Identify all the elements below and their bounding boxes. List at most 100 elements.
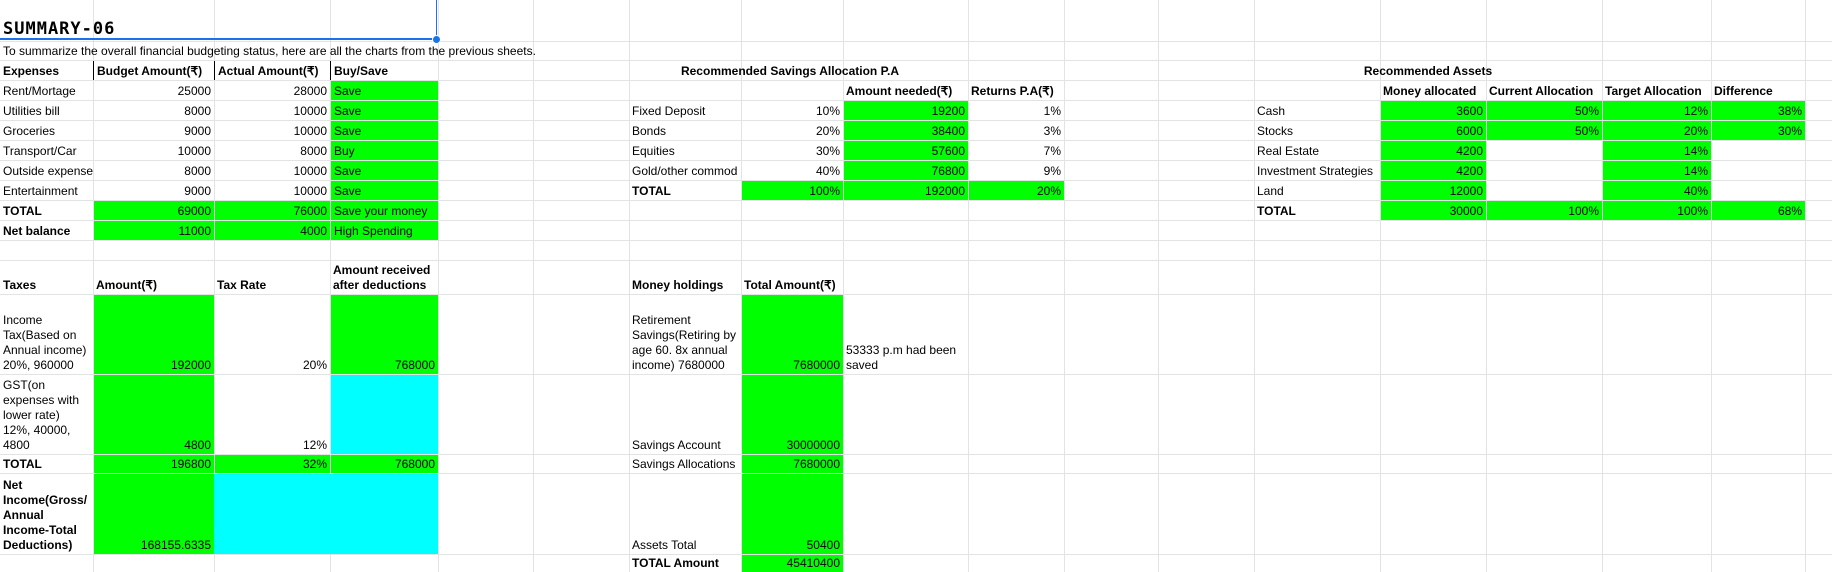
asset-target-cell[interactable]: 40% (1603, 181, 1711, 200)
asset-current-cell[interactable]: 50% (1487, 101, 1602, 120)
actual-cell[interactable]: 10000 (293, 104, 327, 118)
header-cell[interactable]: Budget Amount(₹) (93, 61, 214, 80)
savings-amount-cell[interactable]: 38400 (844, 121, 968, 140)
buysave-cell[interactable]: Save your money (331, 201, 438, 220)
header-cell[interactable]: Buy/Save (330, 61, 438, 80)
gst-received[interactable] (331, 375, 438, 454)
asset-diff-total[interactable]: 68% (1712, 201, 1805, 220)
asset-money-cell[interactable]: 3600 (1381, 101, 1486, 120)
asset-current-cell[interactable] (1487, 141, 1602, 160)
header-cell[interactable]: Actual Amount(₹) (214, 61, 330, 80)
asset-current-cell[interactable] (1487, 181, 1602, 200)
asset-target-cell[interactable]: 14% (1603, 161, 1711, 180)
asset-label[interactable]: Land (1257, 184, 1284, 198)
savings-amount-cell[interactable]: 57600 (844, 141, 968, 160)
asset-target-total[interactable]: 100% (1603, 201, 1711, 220)
asset-money-total[interactable]: 30000 (1381, 201, 1486, 220)
budget-cell[interactable]: 8000 (184, 164, 211, 178)
header-cell[interactable]: Money allocated (1383, 84, 1477, 98)
asset-label[interactable]: Investment Strategies (1257, 164, 1374, 178)
buysave-cell[interactable]: High Spending (331, 221, 438, 240)
budget-net-cell[interactable]: 11000 (94, 221, 214, 240)
asset-target-cell[interactable]: 20% (1603, 121, 1711, 140)
savings-pct-cell[interactable]: 10% (815, 104, 840, 118)
savings-label[interactable]: Fixed Deposit (632, 104, 706, 118)
expense-label[interactable]: Utilities bill (3, 104, 60, 118)
buysave-cell[interactable]: Save (331, 161, 438, 180)
savings-title[interactable]: Recommended Savings Allocation P.A (680, 64, 900, 78)
budget-cell[interactable]: 9000 (184, 184, 211, 198)
actual-cell[interactable]: 28000 (293, 84, 327, 98)
actual-total-cell[interactable]: 76000 (215, 201, 330, 220)
savings-amount-total[interactable]: 192000 (844, 181, 968, 200)
asset-diff-cell[interactable]: 38% (1712, 101, 1805, 120)
actual-cell[interactable]: 8000 (300, 144, 327, 158)
net-income-label[interactable]: Net Income(Gross/ Annual Income-Total De… (3, 478, 88, 552)
tax-total-label[interactable]: TOTAL (3, 457, 42, 471)
asset-total-label[interactable]: TOTAL (1257, 204, 1296, 218)
header-cell[interactable]: Total Amount(₹) (744, 278, 836, 292)
actual-cell[interactable]: 10000 (293, 164, 327, 178)
savings-amount-cell[interactable]: 76800 (844, 161, 968, 180)
asset-current-cell[interactable] (1487, 161, 1602, 180)
retirement-note[interactable]: 53333 p.m had been saved (846, 343, 957, 372)
total-amount-label[interactable]: TOTAL Amount (632, 556, 719, 570)
savings-label[interactable]: Gold/other commod (632, 164, 738, 178)
tax-total-rate[interactable]: 32% (215, 455, 330, 473)
actual-net-cell[interactable]: 4000 (215, 221, 330, 240)
header-cell[interactable]: Amount needed(₹) (846, 84, 953, 98)
asset-label[interactable]: Stocks (1257, 124, 1294, 138)
header-cell[interactable]: Amount received after deductions (333, 263, 431, 292)
asset-money-cell[interactable]: 4200 (1381, 161, 1486, 180)
net-income-blank[interactable] (214, 474, 438, 554)
asset-label[interactable]: Real Estate (1257, 144, 1320, 158)
expense-total-label[interactable]: TOTAL (3, 204, 42, 218)
net-balance-label[interactable]: Net balance (3, 224, 71, 238)
asset-current-total[interactable]: 100% (1487, 201, 1602, 220)
assets-title[interactable]: Recommended Assets (1363, 64, 1493, 78)
gst-label[interactable]: GST(on expenses with lower rate) 12%, 40… (3, 378, 80, 452)
header-cell[interactable]: Amount(₹) (96, 278, 157, 292)
savings-pct-cell[interactable]: 30% (815, 144, 840, 158)
savings-return-cell[interactable]: 9% (1043, 164, 1061, 178)
tax-total-amount[interactable]: 196800 (94, 455, 214, 473)
asset-money-cell[interactable]: 12000 (1381, 181, 1486, 200)
savings-account-amount[interactable]: 30000000 (742, 375, 843, 454)
savings-account-label[interactable]: Savings Account (632, 438, 721, 452)
budget-cell[interactable]: 9000 (184, 124, 211, 138)
actual-cell[interactable]: 10000 (293, 184, 327, 198)
savings-pct-cell[interactable]: 20% (815, 124, 840, 138)
income-tax-rate[interactable]: 20% (302, 358, 327, 372)
income-tax-label[interactable]: Income Tax(Based on Annual income) 20%, … (3, 313, 87, 372)
header-cell[interactable]: Target Allocation (1605, 84, 1702, 98)
gst-amount[interactable]: 4800 (94, 375, 214, 454)
expense-label[interactable]: Entertainment (3, 184, 78, 198)
retirement-label[interactable]: Retirement Savings(Retiring by age 60. 8… (632, 313, 737, 372)
buysave-cell[interactable]: Save (331, 81, 438, 100)
asset-current-cell[interactable]: 50% (1487, 121, 1602, 140)
budget-total-cell[interactable]: 69000 (94, 201, 214, 220)
buysave-cell[interactable]: Buy (331, 141, 438, 160)
header-cell[interactable]: Difference (1714, 84, 1773, 98)
sheet-subtitle[interactable]: To summarize the overall financial budge… (3, 44, 536, 58)
budget-cell[interactable]: 8000 (184, 104, 211, 118)
total-amount-value[interactable]: 45410400 (742, 555, 843, 572)
header-cell[interactable]: Expenses (3, 64, 60, 78)
tax-total-received[interactable]: 768000 (331, 455, 438, 473)
expense-label[interactable]: Transport/Car (3, 144, 77, 158)
asset-target-cell[interactable]: 14% (1603, 141, 1711, 160)
asset-label[interactable]: Cash (1257, 104, 1286, 118)
expense-label[interactable]: Rent/Mortage (3, 84, 76, 98)
savings-return-cell[interactable]: 1% (1043, 104, 1061, 118)
buysave-cell[interactable]: Save (331, 121, 438, 140)
header-cell[interactable]: Tax Rate (217, 278, 267, 292)
savings-total-label[interactable]: TOTAL (632, 184, 671, 198)
savings-return-cell[interactable]: 7% (1043, 144, 1061, 158)
sheet-title[interactable]: SUMMARY-06 (3, 19, 116, 38)
expense-label[interactable]: Outside expense (3, 164, 93, 178)
savings-label[interactable]: Equities (632, 144, 675, 158)
savings-label[interactable]: Bonds (632, 124, 667, 138)
savings-return-cell[interactable]: 3% (1043, 124, 1061, 138)
actual-cell[interactable]: 10000 (293, 124, 327, 138)
budget-cell[interactable]: 25000 (177, 84, 211, 98)
